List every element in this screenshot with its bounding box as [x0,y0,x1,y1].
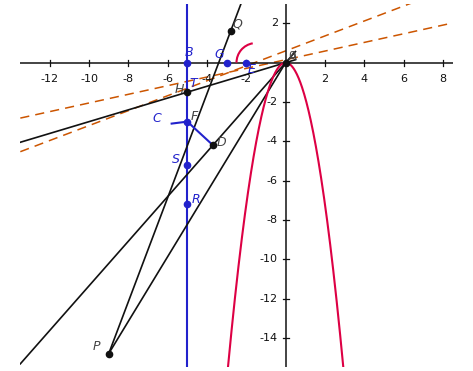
Text: -10: -10 [80,75,98,85]
Text: D: D [217,136,227,149]
Text: R: R [191,193,200,206]
Text: G: G [215,48,225,61]
Text: C: C [152,112,161,125]
Text: E: E [247,63,255,76]
Text: -8: -8 [267,215,278,225]
Text: H: H [175,83,184,96]
Text: -6: -6 [162,75,173,85]
Text: 6: 6 [400,75,407,85]
Text: -2: -2 [241,75,252,85]
Text: F: F [190,110,198,123]
Text: 8: 8 [439,75,447,85]
Text: S: S [172,153,180,166]
Text: -14: -14 [260,333,278,343]
Text: A: A [289,50,297,63]
Text: 2: 2 [321,75,329,85]
Text: -4: -4 [267,136,278,146]
Text: T: T [190,77,197,90]
Text: -4: -4 [201,75,212,85]
Text: 4: 4 [361,75,368,85]
Text: P: P [93,339,101,352]
Text: Q: Q [233,17,243,30]
Text: -12: -12 [41,75,59,85]
Text: -12: -12 [260,293,278,303]
Text: 0: 0 [289,51,296,61]
Text: -2: -2 [267,97,278,107]
Text: B: B [184,46,193,59]
Text: 2: 2 [271,18,278,28]
Text: -10: -10 [260,254,278,264]
Text: -6: -6 [267,175,278,186]
Text: -8: -8 [123,75,134,85]
